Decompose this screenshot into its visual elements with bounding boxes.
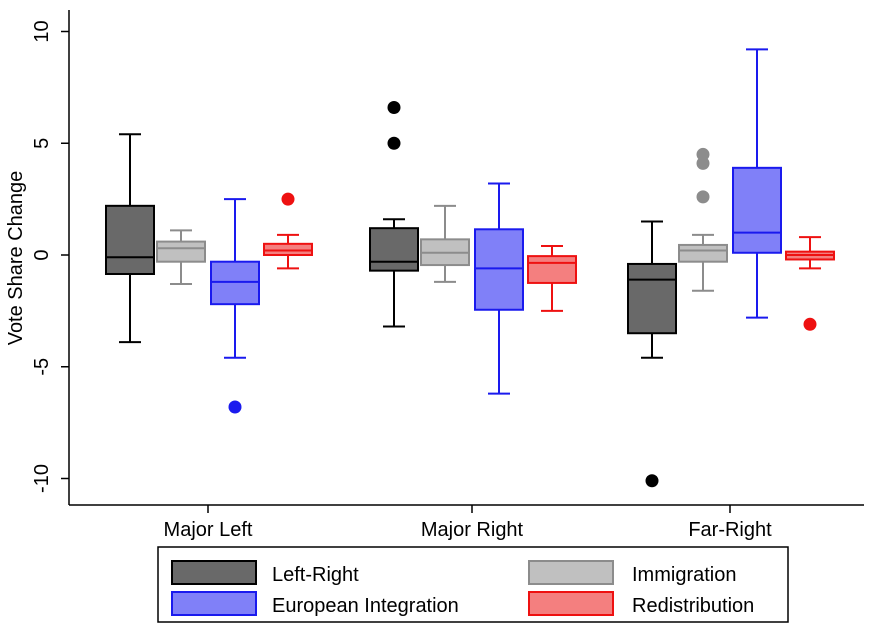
y-tick-label: -5 (31, 358, 53, 376)
legend-label: Immigration (632, 564, 736, 586)
y-tick-label: 5 (31, 138, 53, 149)
box-group (156, 229, 206, 286)
legend-swatch (528, 591, 614, 616)
y-tick-label: 10 (31, 20, 53, 42)
box-iqr (156, 240, 206, 263)
box-group (732, 48, 782, 319)
box-iqr (627, 262, 677, 335)
box-iqr (732, 166, 782, 254)
box-group (474, 182, 524, 395)
box-group (420, 204, 470, 283)
outlier-point (645, 474, 659, 488)
legend-swatch (171, 591, 257, 616)
box-iqr (678, 243, 728, 263)
legend-swatch (528, 560, 614, 585)
box-group (210, 198, 260, 414)
box-group (627, 220, 677, 488)
box-group (678, 147, 728, 292)
legend-label: European Integration (272, 595, 459, 617)
legend-frame (157, 546, 789, 623)
legend-swatch (171, 560, 257, 585)
box-group (369, 100, 419, 328)
x-tick-label: Far-Right (688, 519, 772, 541)
x-tick-label: Major Right (421, 519, 524, 541)
y-tick-label: -10 (31, 464, 53, 493)
outlier-point (387, 136, 401, 150)
legend-label: Left-Right (272, 564, 359, 586)
outlier-point (281, 192, 295, 206)
box-group (105, 133, 155, 344)
box-group (527, 245, 577, 312)
box-group (263, 192, 313, 270)
outlier-point (696, 190, 710, 204)
outlier-point (696, 156, 710, 170)
box-iqr (263, 242, 313, 256)
x-tick-label: Major Left (164, 519, 253, 541)
outlier-point (696, 147, 710, 161)
box-iqr (474, 228, 524, 311)
outlier-point (803, 317, 817, 331)
y-axis-title: Vote Share Change (5, 171, 27, 346)
legend-label: Redistribution (632, 595, 754, 617)
box-iqr (527, 255, 577, 284)
box-iqr (210, 260, 260, 306)
box-iqr (369, 227, 419, 272)
outlier-point (387, 100, 401, 114)
box-group (785, 236, 835, 331)
y-tick-label: 0 (31, 249, 53, 260)
box-iqr (105, 204, 155, 275)
outlier-point (228, 400, 242, 414)
